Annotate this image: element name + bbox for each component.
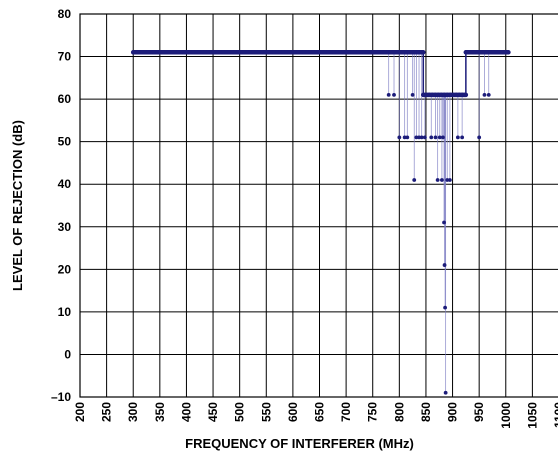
x-tick-label: 700 — [339, 402, 353, 422]
data-point — [486, 92, 491, 97]
x-tick-label: 450 — [206, 402, 220, 422]
stems — [388, 52, 490, 393]
y-axis-label: LEVEL OF REJECTION (dB) — [10, 120, 25, 291]
data-point — [386, 92, 391, 97]
y-tick-label: 70 — [58, 50, 72, 64]
baseline-marker — [419, 50, 424, 55]
data-point — [443, 390, 448, 395]
data-point — [440, 178, 444, 182]
data-point — [414, 135, 419, 140]
data-point — [392, 92, 396, 97]
data-point — [397, 135, 402, 140]
y-tick-label: –10 — [51, 390, 71, 404]
x-tick-label: 750 — [366, 402, 380, 422]
x-tick-label: 300 — [126, 402, 140, 422]
y-tick-label: 40 — [58, 177, 72, 191]
data-point — [477, 135, 482, 140]
y-tick-label: 20 — [58, 262, 72, 276]
data-point — [422, 135, 427, 140]
data-point — [443, 305, 448, 310]
data-point — [482, 92, 487, 97]
x-tick-label: 250 — [100, 402, 114, 422]
y-tick-label: 0 — [64, 347, 71, 361]
data-point — [412, 178, 417, 182]
x-tick-label: 950 — [472, 402, 486, 422]
y-tick-label: 60 — [58, 92, 72, 106]
y-tick-label: 10 — [58, 305, 72, 319]
y-tick-label: 80 — [58, 7, 72, 21]
grid — [79, 13, 558, 398]
y-tick-label: 50 — [58, 135, 72, 149]
data-point — [433, 135, 438, 140]
x-tick-label: 350 — [153, 402, 167, 422]
data-point — [460, 135, 465, 140]
x-tick-label: 900 — [446, 402, 460, 422]
x-tick-label: 1050 — [525, 402, 539, 429]
x-tick-label: 1100 — [552, 402, 558, 428]
data-point — [435, 178, 440, 182]
data-point — [417, 135, 421, 140]
data-point — [405, 135, 410, 140]
x-tick-label: 800 — [392, 402, 406, 422]
data-point — [441, 135, 445, 140]
y-tick-label: 30 — [58, 220, 72, 234]
data-point — [442, 220, 446, 225]
x-tick-label: 650 — [313, 402, 327, 422]
x-tick-label: 200 — [73, 402, 87, 422]
baseline-marker — [463, 92, 468, 98]
x-tick-label: 1000 — [499, 402, 513, 429]
x-tick-labels: 200 250 300 350 400 450 500 550 600 650 700 750 800 8… — [73, 402, 558, 429]
x-axis-label: FREQUENCY OF INTERFERER (MHz) — [185, 436, 414, 451]
plot-frame — [79, 13, 558, 398]
data-point — [445, 178, 450, 182]
x-tick-label: 550 — [259, 402, 273, 422]
data-point — [455, 135, 460, 140]
y-tick-labels: 80 70 60 50 40 30 20 10 0 –10 — [51, 7, 71, 404]
baseline-marker — [505, 50, 511, 55]
x-tick-label: 850 — [419, 402, 433, 422]
data-point — [410, 92, 415, 97]
data-point — [447, 178, 452, 182]
data-point — [429, 135, 434, 140]
x-tick-label: 500 — [233, 402, 247, 422]
x-tick-label: 600 — [286, 402, 300, 422]
data-point — [419, 135, 424, 140]
data-point — [437, 135, 442, 140]
x-tick-label: 400 — [179, 402, 193, 422]
data-points — [130, 50, 511, 395]
data-point — [402, 135, 407, 140]
data-point — [442, 263, 447, 267]
